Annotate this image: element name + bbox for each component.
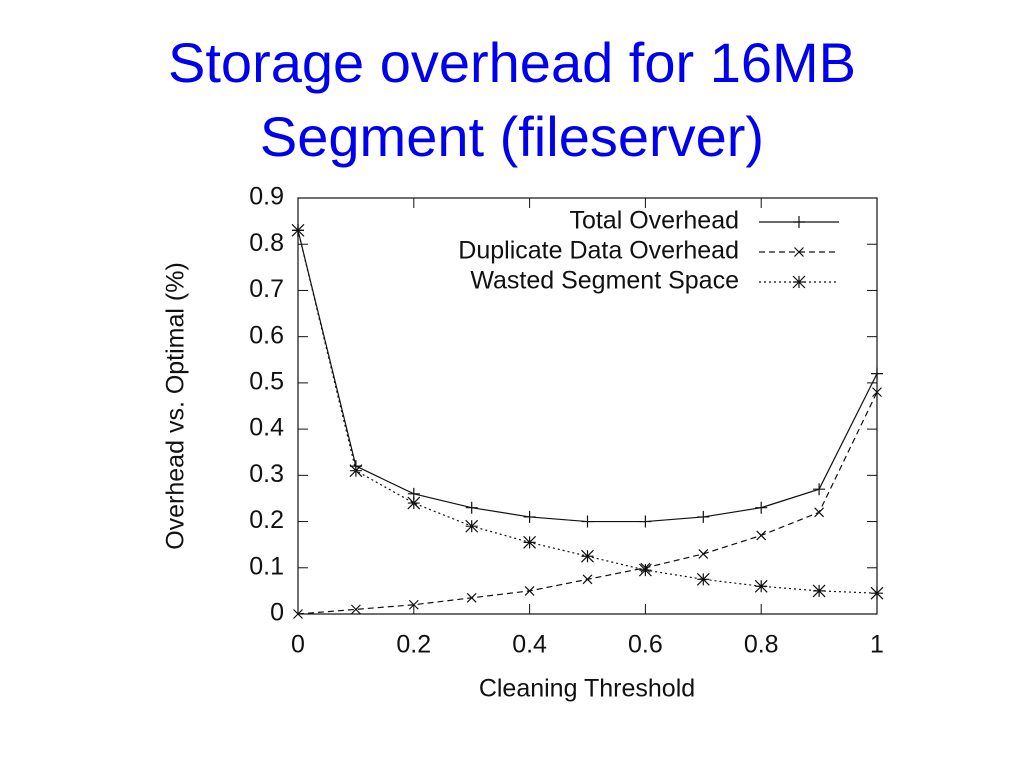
data-point	[465, 519, 479, 533]
data-point	[349, 464, 363, 478]
x-axis-label: Cleaning Threshold	[479, 675, 695, 703]
data-point	[872, 387, 882, 398]
data-point	[408, 599, 419, 610]
legend-marker	[794, 247, 804, 257]
data-point	[350, 604, 361, 615]
data-point	[813, 483, 826, 496]
data-point	[523, 535, 537, 549]
data-point	[698, 548, 709, 559]
data-point	[638, 563, 652, 577]
data-point	[407, 496, 421, 510]
y-tick-label: 0.1	[249, 552, 284, 580]
data-point	[582, 574, 593, 585]
data-point	[754, 579, 768, 593]
legend-label: Total Overhead	[569, 207, 739, 235]
legend-marker	[792, 275, 806, 289]
plot-frame	[297, 197, 878, 615]
data-point	[870, 586, 884, 600]
legend-marker	[793, 216, 805, 228]
x-tick-label: 0	[291, 631, 305, 659]
y-tick-label: 0.8	[249, 229, 284, 257]
y-tick-label: 0.2	[249, 506, 284, 534]
y-axis-label: Overhead vs. Optimal (%)	[162, 262, 190, 550]
data-point	[814, 507, 825, 518]
x-tick-label: 0.6	[628, 631, 663, 659]
x-tick-label: 0.8	[744, 631, 779, 659]
y-tick-label: 0	[270, 599, 284, 627]
data-point	[871, 367, 883, 380]
y-tick-label: 0.3	[249, 460, 284, 488]
legend-label: Wasted Segment Space	[470, 267, 739, 295]
slide-title: Storage overhead for 16MB Segment (files…	[168, 31, 856, 168]
data-point	[291, 223, 305, 237]
series-line	[297, 391, 878, 615]
y-tick-label: 0.6	[249, 321, 284, 349]
data-point	[524, 585, 535, 596]
y-tick-label: 0.4	[249, 414, 284, 442]
data-point	[755, 501, 768, 514]
y-tick-label: 0.5	[249, 367, 284, 395]
y-tick-label: 0.9	[249, 183, 284, 211]
data-point	[466, 592, 477, 603]
x-tick-label: 0.2	[396, 631, 431, 659]
data-point	[581, 515, 594, 528]
x-tick-label: 0.4	[512, 631, 547, 659]
data-point	[465, 501, 478, 514]
data-point	[756, 530, 767, 541]
data-point	[812, 584, 826, 598]
data-point	[581, 549, 594, 563]
data-point	[523, 510, 536, 523]
legend-label: Duplicate Data Overhead	[458, 237, 739, 265]
data-point	[293, 609, 303, 619]
data-point	[697, 510, 710, 523]
x-tick-label: 1	[870, 631, 884, 659]
data-point	[696, 572, 710, 586]
data-point	[639, 515, 652, 528]
y-tick-label: 0.7	[249, 275, 284, 303]
